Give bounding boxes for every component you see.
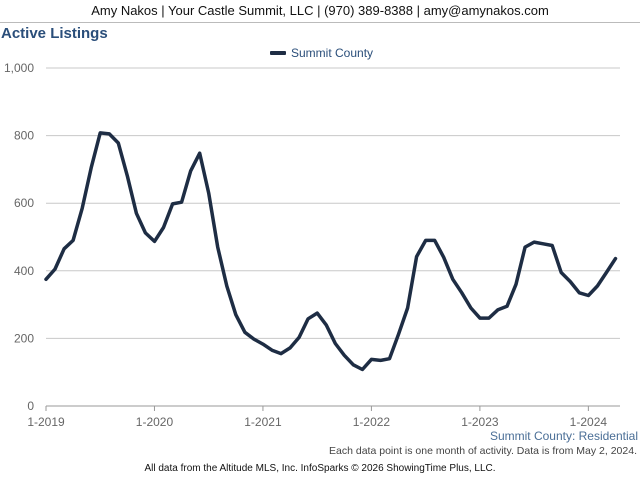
y-tick-label: 0 — [27, 399, 34, 413]
legend-swatch — [270, 51, 286, 55]
y-tick-label: 800 — [14, 129, 34, 143]
x-tick-label: 1-2023 — [461, 415, 499, 429]
chart-title: Active Listings — [1, 25, 108, 42]
legend-label-summit-county: Summit County — [291, 46, 374, 60]
chart-subtitle: Summit County: Residential — [489, 429, 638, 443]
x-tick-label: 1-2019 — [27, 415, 65, 429]
contact-header: Amy Nakos | Your Castle Summit, LLC | (9… — [0, 0, 640, 23]
series-lines — [44, 131, 618, 372]
x-tick-label: 1-2021 — [244, 415, 282, 429]
y-tick-label: 1,000 — [4, 61, 34, 75]
x-tick-label: 1-2020 — [136, 415, 174, 429]
gridlines — [46, 67, 620, 407]
legend[interactable]: Summit County — [270, 46, 373, 60]
x-tick-label: 1-2022 — [353, 415, 391, 429]
y-tick-label: 200 — [14, 331, 34, 345]
data-note: Each data point is one month of activity… — [329, 445, 637, 457]
y-axis-ticks: 0 200 400 600 800 1,000 — [4, 61, 34, 413]
series-line-summit-county — [44, 131, 618, 372]
y-tick-label: 400 — [14, 264, 34, 278]
x-axis-ticks: 1-2019 1-2020 1-2021 1-2022 1-2023 1-2024 — [27, 406, 607, 429]
y-tick-label: 600 — [14, 196, 34, 210]
x-tick-label: 1-2024 — [570, 415, 608, 429]
footer-credit: All data from the Altitude MLS, Inc. Inf… — [144, 463, 496, 474]
